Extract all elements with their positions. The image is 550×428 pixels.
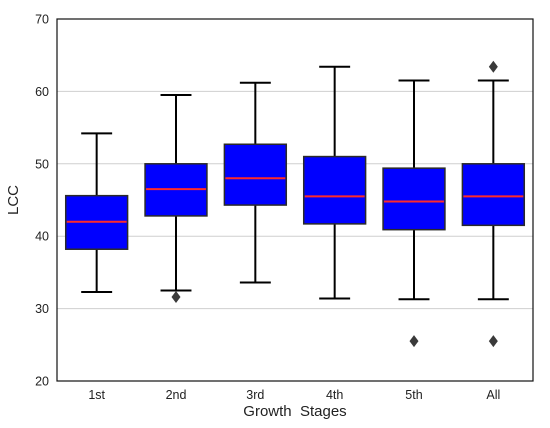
y-tick-label: 20	[35, 375, 49, 389]
box-All	[461, 60, 526, 348]
outlier-point	[488, 335, 498, 348]
x-tick-label: 2nd	[166, 388, 187, 402]
box-body	[302, 155, 367, 225]
box-4th	[302, 65, 367, 300]
box-body	[223, 143, 288, 206]
outlier-point	[488, 60, 498, 73]
box-series	[64, 60, 526, 348]
y-tick-label: 70	[35, 13, 49, 27]
y-tick-labels: 20 30 40 50 60 70	[35, 13, 49, 389]
plot-frame	[56, 18, 534, 382]
y-axis-label: LCC	[5, 185, 22, 215]
x-tick-label: 3rd	[246, 388, 264, 402]
y-tick-label: 30	[35, 302, 49, 316]
y-tick-label: 50	[35, 157, 49, 171]
box-body	[382, 167, 446, 231]
box-body	[461, 163, 526, 227]
box-1st	[64, 132, 129, 293]
grid-lines	[57, 18, 533, 382]
outlier-point	[409, 335, 419, 348]
y-tick-label: 40	[35, 230, 49, 244]
x-tick-label: 1st	[88, 388, 105, 402]
box-2nd	[144, 94, 208, 304]
x-axis-label: Growth Stages	[243, 403, 346, 420]
x-tick-label: All	[486, 388, 500, 402]
y-tick-label: 60	[35, 85, 49, 99]
box-3rd	[223, 81, 288, 284]
x-tick-label: 5th	[405, 388, 422, 402]
box-5th	[382, 79, 446, 348]
x-tick-labels: 1st 2nd 3rd 4th 5th All	[88, 388, 500, 402]
outlier-point	[171, 291, 181, 304]
x-tick-label: 4th	[326, 388, 343, 402]
